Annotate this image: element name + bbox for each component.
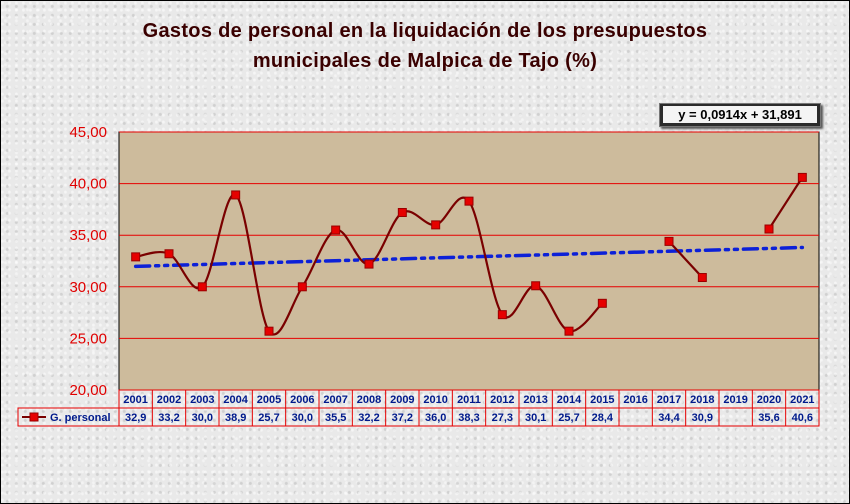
trendline <box>133 245 805 269</box>
data-label: 30,0 <box>292 412 313 424</box>
data-label: 30,9 <box>692 412 713 424</box>
data-label: 25,7 <box>258 412 279 424</box>
x-tick-label: 2003 <box>190 394 214 406</box>
data-point <box>431 220 441 230</box>
data-label: 37,2 <box>392 412 413 424</box>
plot-area <box>118 131 820 391</box>
x-tick-label: 2008 <box>357 394 381 406</box>
x-tick-label: 2007 <box>323 394 347 406</box>
series-line <box>135 193 604 336</box>
data-label: 36,0 <box>425 412 446 424</box>
data-point <box>397 207 407 217</box>
data-label: 32,9 <box>125 412 146 424</box>
data-point <box>697 273 707 283</box>
data-point <box>297 282 307 292</box>
data-label: 38,9 <box>225 412 246 424</box>
data-label: 40,6 <box>792 412 813 424</box>
y-tick-label: 30,00 <box>69 279 107 296</box>
x-tick-label: 2019 <box>723 394 747 406</box>
legend-label: G. personal <box>50 412 111 424</box>
data-point <box>131 252 141 262</box>
data-point <box>597 298 607 308</box>
x-tick-label: 2010 <box>423 394 447 406</box>
data-label: 38,3 <box>458 412 479 424</box>
data-label: 34,4 <box>658 412 680 424</box>
x-tick-label: 2020 <box>757 394 781 406</box>
data-point <box>497 310 507 320</box>
data-point <box>231 190 241 200</box>
data-label: 25,7 <box>558 412 579 424</box>
chart-title: Gastos de personal en la liquidación de … <box>0 16 850 76</box>
x-tick-label: 2021 <box>790 394 814 406</box>
x-tick-label: 2016 <box>623 394 647 406</box>
chart-title-line-2: municipales de Malpica de Tajo (%) <box>252 50 598 72</box>
x-tick-label: 2004 <box>223 394 248 406</box>
data-label: 33,2 <box>158 412 179 424</box>
data-label: 30,0 <box>192 412 213 424</box>
data-label: 35,6 <box>758 412 779 424</box>
x-tick-label: 2017 <box>657 394 681 406</box>
data-label: 30,1 <box>525 412 546 424</box>
x-tick-label: 2002 <box>157 394 181 406</box>
data-point <box>531 281 541 291</box>
data-point <box>464 196 474 206</box>
x-tick-label: 2014 <box>557 394 582 406</box>
data-label: 32,2 <box>358 412 379 424</box>
data-label: 35,5 <box>325 412 346 424</box>
data-label: 28,4 <box>592 412 614 424</box>
x-tick-label: 2011 <box>457 394 481 406</box>
trendline-equation: y = 0,0914x + 31,891 <box>663 106 817 123</box>
data-point <box>197 282 207 292</box>
x-tick-label: 2009 <box>390 394 414 406</box>
x-tick-label: 2013 <box>523 394 547 406</box>
data-point <box>764 224 774 234</box>
data-point <box>264 326 274 336</box>
x-tick-label: 2018 <box>690 394 714 406</box>
x-tick-label: 2001 <box>123 394 147 406</box>
chart-title-line-1: Gastos de personal en la liquidación de … <box>142 20 708 42</box>
data-point <box>797 172 807 182</box>
data-point <box>331 225 341 235</box>
x-tick-label: 2005 <box>257 394 281 406</box>
y-tick-label: 35,00 <box>69 227 107 244</box>
y-tick-label: 45,00 <box>69 124 107 141</box>
data-point <box>564 326 574 336</box>
data-point <box>364 259 374 269</box>
x-tick-label: 2012 <box>490 394 514 406</box>
data-label: 27,3 <box>492 412 513 424</box>
y-tick-label: 20,00 <box>69 382 107 399</box>
y-tick-label: 40,00 <box>69 176 107 193</box>
x-tick-label: 2015 <box>590 394 614 406</box>
data-point <box>664 236 674 246</box>
x-tick-label: 2006 <box>290 394 314 406</box>
legend-marker <box>29 412 39 422</box>
trendline-equation-box: y = 0,0914x + 31,891 <box>659 103 821 127</box>
y-tick-label: 25,00 <box>69 330 107 347</box>
data-point <box>164 249 174 259</box>
